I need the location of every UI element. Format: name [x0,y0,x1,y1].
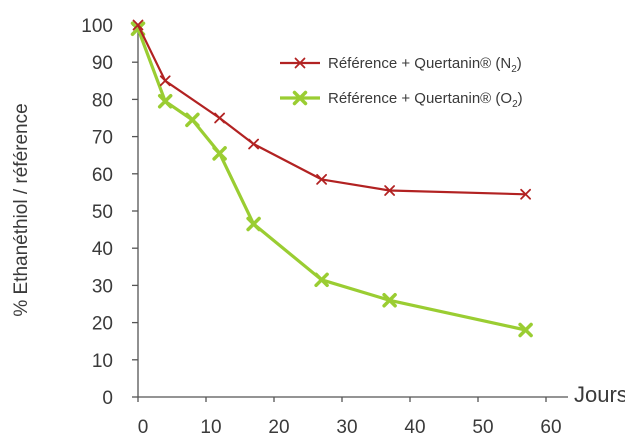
data-point [132,19,144,31]
data-point [384,185,396,196]
series-layer [130,19,533,338]
data-point [157,94,173,109]
legend-label: Référence + Quertanin® (O2) [328,90,523,110]
data-point [314,272,329,288]
marker-stroke [185,112,200,128]
marker-stroke [520,188,531,200]
x-tick-label: 50 [472,417,493,438]
marker-stroke [384,185,396,196]
y-tick-label: 100 [81,16,113,37]
x-tick-label: 30 [336,417,357,438]
data-point [382,293,397,308]
marker-stroke [294,57,306,69]
marker-stroke [314,272,329,288]
marker-stroke [212,146,227,161]
marker-stroke [246,216,261,232]
x-tick-label: 40 [404,417,425,438]
data-point [246,216,261,232]
data-point [185,112,200,128]
axes [137,25,568,398]
series-line [137,24,526,196]
marker-stroke [130,21,146,36]
y-tick-label: 20 [92,314,113,335]
series-line [136,28,526,332]
legend-swatch-marker [292,90,308,106]
marker-stroke [132,19,144,31]
y-tick-label: 30 [92,276,113,297]
x-tick-label: 20 [268,417,289,438]
y-tick-label: 70 [92,128,113,149]
y-tick-label: 60 [92,165,113,186]
x-tick-label: 10 [200,417,221,438]
marker-stroke [518,322,533,338]
y-tick-label: 90 [92,53,113,74]
series-1 [132,19,531,200]
y-tick-label: 10 [92,351,113,372]
data-point [159,75,171,87]
legend-swatch-marker [294,57,306,69]
y-tick-label: 0 [102,388,113,409]
marker-stroke [159,75,171,87]
marker-stroke [157,94,173,109]
legend: Référence + Quertanin® (N2) Référence + Q… [280,55,523,110]
marker-stroke [248,138,260,150]
y-tick-label: 50 [92,202,113,223]
y-axis-label: % Ethanéthiol / référence [11,103,32,316]
ticks: 0 10 20 30 40 50 60 70 80 90 100 0 10 20 30 40 50 60 [81,16,561,438]
y-tick-label: 80 [92,90,113,111]
data-point [214,112,226,124]
legend-item-2: Référence + Quertanin® (O2) [280,90,523,110]
marker-stroke [316,173,328,185]
data-point [520,188,531,200]
x-tick-label: 60 [540,417,561,438]
data-point [212,146,227,161]
x-tick-label: 0 [138,417,149,438]
legend-label: Référence + Quertanin® (N2) [328,55,522,75]
marker-stroke [382,293,397,308]
marker-stroke [292,90,308,106]
y-tick-label: 40 [92,239,113,260]
data-point [518,322,533,338]
data-point [316,173,328,185]
x-axis-label: Jours [574,382,625,407]
marker-stroke [214,112,226,124]
legend-item-1: Référence + Quertanin® (N2) [280,55,522,75]
data-point [248,138,260,150]
